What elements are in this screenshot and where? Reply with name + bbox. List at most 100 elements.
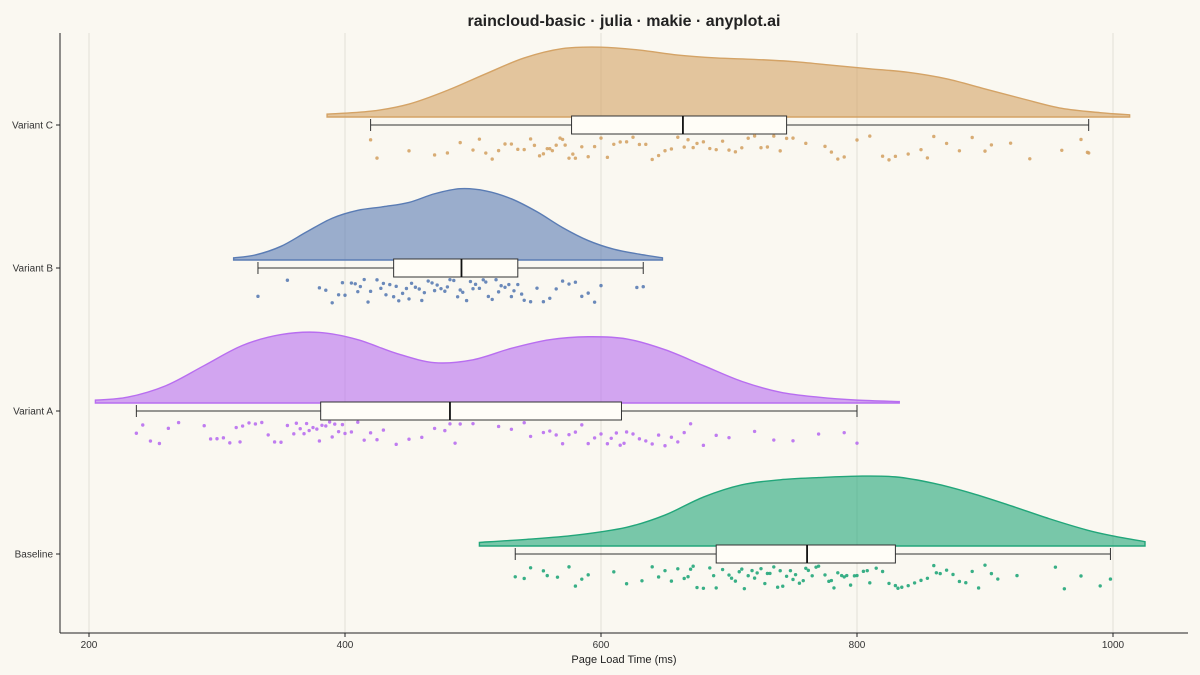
rain-point	[701, 140, 706, 144]
rain-point	[1015, 573, 1019, 578]
rain-point	[788, 568, 793, 573]
rain-point	[353, 282, 357, 286]
rain-point	[368, 289, 373, 294]
rain-point	[432, 153, 437, 157]
rain-point	[343, 293, 347, 297]
rain-point	[688, 422, 693, 426]
rain-point	[148, 439, 153, 443]
rain-point	[695, 141, 699, 146]
rain-point	[618, 443, 622, 447]
rain-point	[784, 574, 789, 578]
series-variant-a	[94, 331, 900, 448]
rain-point	[541, 430, 546, 435]
rain-point	[535, 286, 539, 290]
rain-point	[880, 154, 885, 158]
rain-point	[522, 576, 526, 581]
rain-point	[548, 429, 552, 433]
rain-point	[513, 575, 517, 579]
rain-point	[294, 421, 299, 425]
rain-point	[375, 278, 379, 282]
rain-point	[461, 290, 465, 294]
rain-point	[522, 147, 526, 152]
rain-point	[238, 440, 242, 444]
rain-point	[528, 137, 533, 141]
rain-point	[537, 154, 542, 158]
rain-point	[599, 283, 603, 288]
rain-point	[996, 577, 1000, 581]
rain-point	[541, 300, 546, 304]
box-iqr	[715, 544, 896, 564]
rain-point	[750, 568, 754, 573]
rain-point	[586, 573, 590, 577]
rain-point	[708, 146, 712, 151]
rain-point	[560, 137, 565, 142]
rain-point	[215, 437, 219, 441]
rain-point	[714, 586, 718, 590]
rain-point	[814, 565, 818, 569]
rain-point	[609, 436, 613, 440]
rain-point	[494, 277, 498, 282]
rain-point	[836, 571, 840, 575]
rain-point	[695, 585, 699, 590]
rain-point	[512, 289, 516, 293]
rain-point	[458, 422, 462, 426]
rain-point	[260, 420, 264, 425]
rain-point	[336, 293, 341, 297]
rain-point	[388, 282, 392, 287]
rain-point	[324, 424, 328, 428]
rain-point	[490, 297, 494, 302]
density-cloud	[326, 46, 1131, 118]
rain-point	[560, 279, 565, 283]
rain-point	[686, 138, 690, 142]
rain-point	[823, 144, 827, 149]
rain-point	[407, 437, 411, 441]
rain-point	[640, 579, 644, 583]
rain-point	[580, 294, 584, 299]
rain-point	[912, 581, 917, 585]
density-cloud	[478, 475, 1146, 547]
rain-point	[202, 424, 206, 428]
rain-point	[919, 578, 923, 583]
rain-point	[567, 156, 571, 160]
rain-point	[752, 576, 757, 580]
rain-point	[484, 151, 488, 155]
rain-point	[1098, 584, 1102, 588]
rain-point	[285, 278, 290, 282]
rain-point	[496, 290, 501, 294]
rain-point	[624, 582, 629, 586]
rain-point	[592, 144, 597, 149]
rain-point	[362, 438, 366, 442]
rain-point	[970, 569, 974, 574]
rain-point	[509, 294, 514, 299]
rain-point	[404, 286, 409, 291]
rain-point	[567, 282, 571, 286]
rain-point	[944, 141, 949, 146]
rain-point	[586, 155, 590, 159]
rain-point	[528, 300, 533, 304]
rain-point	[356, 420, 360, 424]
rain-point	[893, 583, 898, 588]
rain-point	[400, 291, 405, 296]
rain-point	[516, 147, 520, 152]
rain-point	[343, 431, 347, 436]
x-ticks: 200 400 600 800 1000	[81, 633, 1125, 651]
rain-point	[157, 441, 162, 446]
rain-point	[650, 157, 654, 162]
rain-point	[740, 146, 744, 150]
plot-area	[94, 46, 1146, 591]
rain-point	[720, 139, 725, 143]
rain-point	[228, 441, 232, 445]
rain-point	[340, 280, 345, 285]
rain-point	[746, 136, 750, 140]
rain-point	[720, 567, 725, 572]
rain-point	[752, 134, 757, 138]
rain-point	[727, 435, 731, 440]
rain-point	[516, 282, 520, 287]
rain-point	[970, 135, 974, 140]
x-tick-label: 200	[81, 640, 98, 651]
rain-point	[541, 152, 546, 156]
rain-point	[545, 146, 549, 151]
rain-point	[650, 442, 654, 446]
rain-point	[490, 157, 494, 161]
rain-point	[650, 565, 654, 569]
